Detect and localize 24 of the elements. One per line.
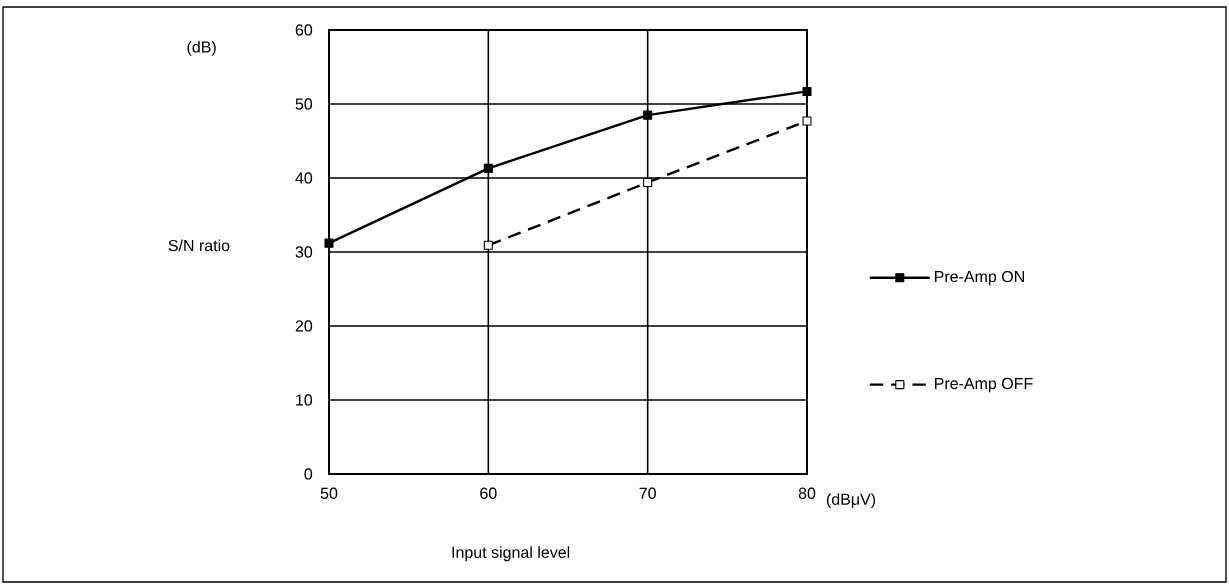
- x-tick-label: 80: [798, 487, 816, 499]
- point: [483, 240, 493, 250]
- point: [802, 86, 812, 96]
- legend-label: Pre-Amp OFF: [935, 377, 1033, 393]
- y-tick-label: 20: [295, 320, 313, 332]
- x-tick-label: 70: [639, 487, 656, 499]
- point: [483, 163, 493, 173]
- x-tick-label: 50: [320, 487, 338, 499]
- point: [324, 238, 334, 248]
- y-tick-label: 10: [296, 394, 313, 406]
- text: (dB): [187, 40, 216, 56]
- y-tick-label: 50: [295, 98, 313, 110]
- legend-label: Pre-Amp ON: [935, 270, 1024, 286]
- y-tick-label: 30: [295, 246, 313, 258]
- y-axis-title: S/N ratio: [168, 239, 230, 252]
- text: (dBμV): [826, 493, 876, 509]
- y-tick-label: 60: [295, 24, 313, 36]
- point: [802, 116, 812, 126]
- point: [643, 177, 653, 187]
- y-tick-label: 0: [304, 468, 313, 480]
- x-axis-title: Input signal level: [452, 546, 570, 562]
- x-tick-label: 60: [480, 487, 497, 499]
- point: [643, 110, 653, 120]
- y-tick-label: 40: [295, 172, 313, 184]
